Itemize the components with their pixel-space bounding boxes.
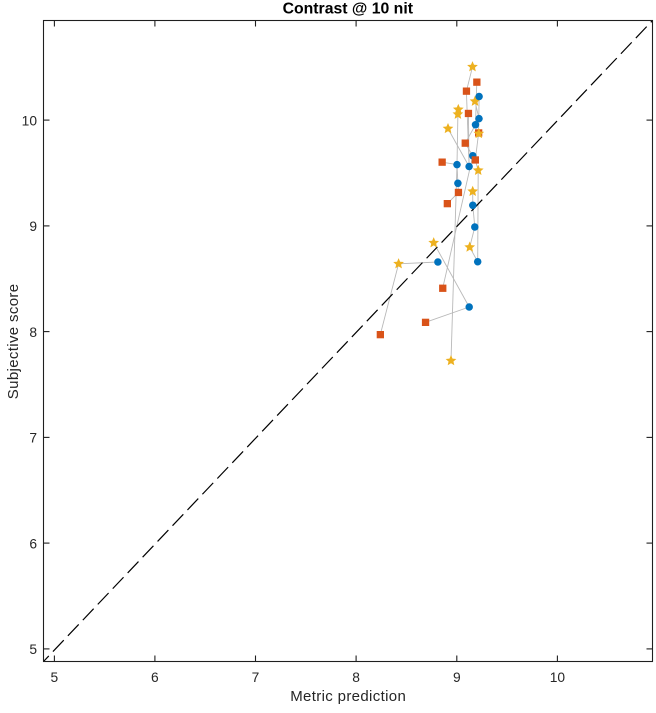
svg-text:10: 10 [550,670,566,685]
svg-text:9: 9 [29,219,37,234]
svg-text:9: 9 [453,670,461,685]
svg-text:Metric prediction: Metric prediction [290,688,406,705]
svg-text:8: 8 [29,325,37,340]
svg-text:6: 6 [29,536,37,551]
svg-text:7: 7 [29,431,37,446]
svg-text:8: 8 [352,670,360,685]
svg-text:Contrast @ 10 nit: Contrast @ 10 nit [283,1,414,18]
svg-text:7: 7 [252,670,260,685]
svg-text:Subjective score: Subjective score [5,284,22,400]
svg-text:5: 5 [51,670,59,685]
svg-text:10: 10 [22,113,38,128]
svg-text:5: 5 [29,642,37,657]
svg-text:6: 6 [151,670,159,685]
